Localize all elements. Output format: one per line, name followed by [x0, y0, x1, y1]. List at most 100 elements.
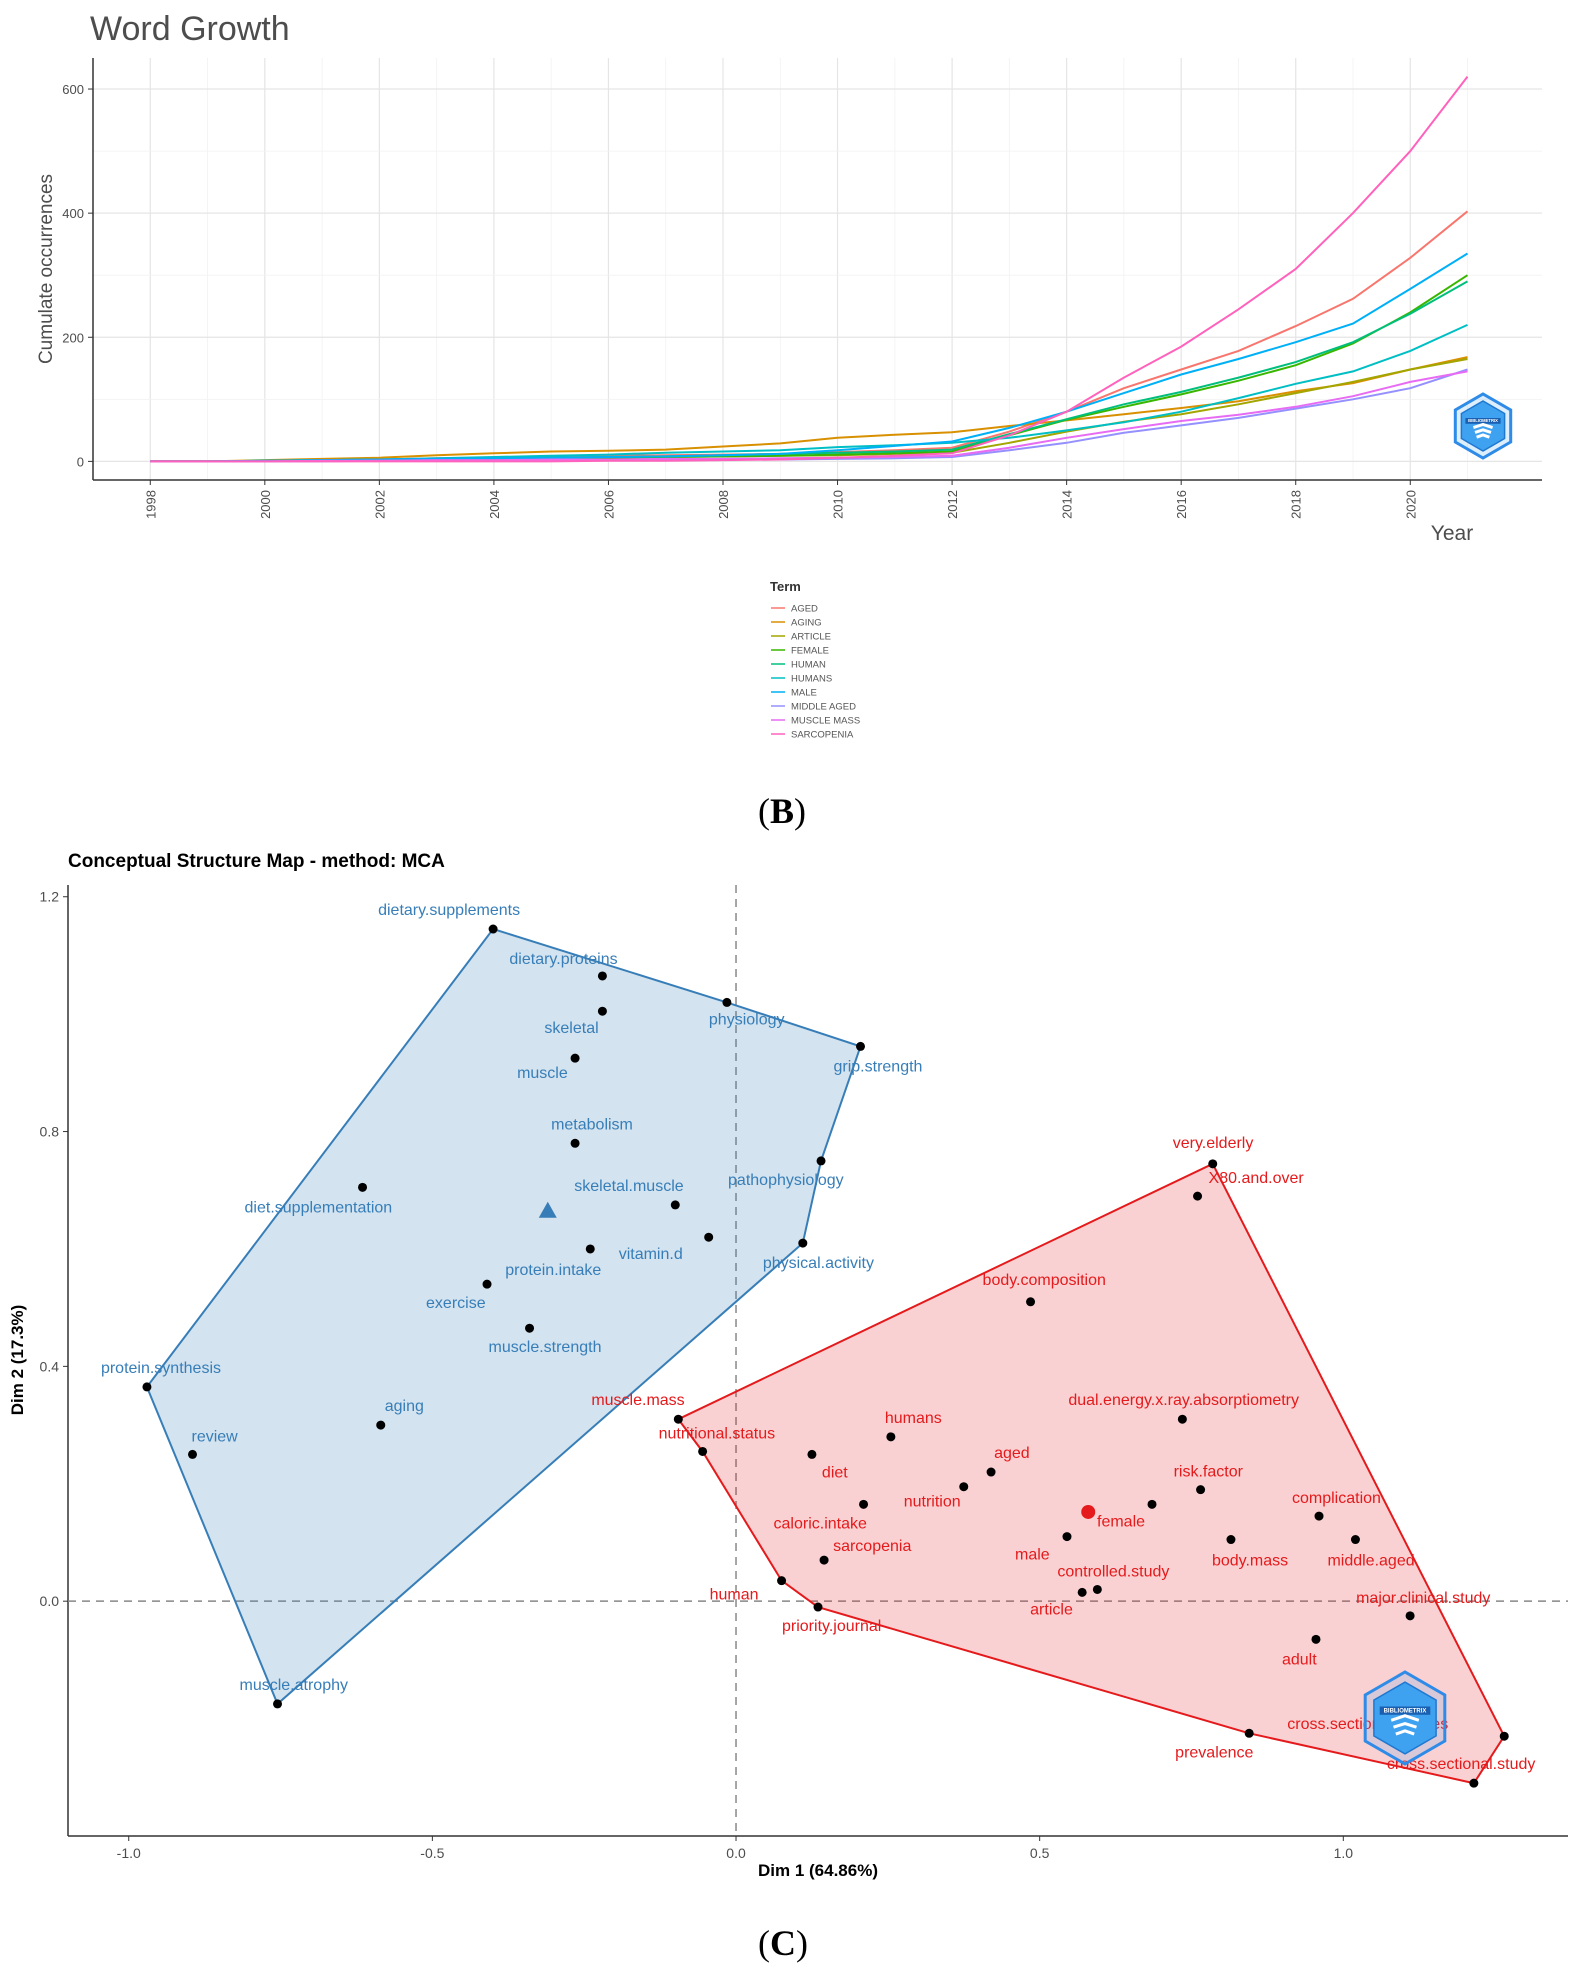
cluster-1: dietary.supplements dietary.proteins physi…	[101, 902, 923, 1709]
point-label: vitamin.d	[619, 1246, 683, 1263]
panel-label-c-letter: C	[770, 1923, 796, 1963]
x-tick-label: 2000	[258, 490, 273, 519]
point-label: dual.energy.x.ray.absorptiometry	[1068, 1392, 1299, 1409]
point-muscle-strength	[525, 1323, 535, 1333]
panel-label-c: (C)	[758, 1923, 808, 1963]
bibliometrix-logo-b-text: BIBLIOMETRIX	[1468, 418, 1498, 423]
series-line-sarcopenia	[150, 75, 1469, 463]
point-diet	[807, 1449, 817, 1459]
point-very-elderly	[1208, 1159, 1218, 1169]
point-aged	[986, 1467, 996, 1477]
x-axis-label: Year	[1431, 522, 1473, 545]
point-label: exercise	[426, 1295, 486, 1312]
legend-label: MIDDLE AGED	[791, 702, 856, 713]
point-middle-aged	[1350, 1535, 1360, 1545]
legend-label: MALE	[791, 688, 817, 699]
x-tick-label: 2010	[831, 490, 846, 519]
point-humans	[886, 1432, 896, 1442]
point-vitamin-d	[704, 1232, 714, 1242]
point-muscle-atrophy	[273, 1699, 283, 1709]
bibliometrix-logo-b-fill	[1460, 400, 1506, 452]
chart-title: Conceptual Structure Map - method: MCA	[68, 851, 445, 872]
point-label: very.elderly	[1173, 1135, 1254, 1152]
y-tick-label: 0	[77, 454, 84, 469]
point-physical-activity	[798, 1238, 808, 1248]
cluster-centroid-circle	[1081, 1504, 1096, 1519]
point-nutrition	[959, 1482, 969, 1492]
point-label: humans	[885, 1410, 942, 1427]
series-lines	[150, 75, 1469, 463]
point-dietary-supplements	[488, 924, 498, 934]
x-tick-label: -0.5	[420, 1845, 444, 1861]
x-tick-label: 2008	[716, 490, 731, 519]
point-cross-sectional-study	[1469, 1778, 1479, 1788]
point-label: pathophysiology	[728, 1172, 844, 1189]
point-pathophysiology	[816, 1156, 826, 1166]
bibliometrix-logo-b: BIBLIOMETRIX	[1453, 392, 1513, 460]
point-sarcopenia	[819, 1555, 829, 1565]
point-label: review	[191, 1428, 238, 1445]
point-grip-strength	[856, 1041, 866, 1051]
x-axis-label: Dim 1 (64.86%)	[758, 1861, 878, 1880]
point-protein-synthesis	[142, 1382, 152, 1392]
point-aging	[376, 1420, 386, 1430]
bibliometrix-logo-b-banner	[1465, 418, 1501, 424]
point-dietary-proteins	[597, 971, 607, 981]
point-muscle	[570, 1053, 580, 1063]
point-label: protein.synthesis	[101, 1360, 221, 1377]
point-label: nutrition	[904, 1494, 961, 1511]
point-label: caloric.intake	[774, 1515, 867, 1532]
point-label: adult	[1282, 1651, 1317, 1668]
point-major-clinical-study	[1405, 1611, 1415, 1621]
x-tick-label: 2012	[945, 490, 960, 519]
point-label: nutritional.status	[659, 1425, 776, 1442]
point-label: metabolism	[551, 1116, 633, 1133]
panel-label-b: (B)	[758, 791, 807, 831]
point-label: female	[1097, 1513, 1145, 1530]
point-X80-and-over	[1193, 1191, 1203, 1201]
point-protein-intake	[585, 1244, 595, 1254]
point-male	[1062, 1532, 1072, 1542]
point-label: diet	[822, 1464, 848, 1481]
point-skeletal-muscle	[670, 1200, 680, 1210]
point-label: major.clinical.study	[1356, 1590, 1490, 1607]
legend-label: AGED	[791, 604, 818, 615]
point-skeletal	[597, 1006, 607, 1016]
y-axis-label: Dim 2 (17.3%)	[8, 1305, 27, 1416]
x-tick-label: 0.5	[1030, 1845, 1050, 1861]
point-label: physical.activity	[763, 1255, 874, 1272]
legend: Term AGED AGING ARTICLE FEMALE HUMAN HUMANS MAL…	[770, 579, 860, 741]
x-tick-label: 1998	[143, 490, 158, 519]
point-label: aged	[994, 1445, 1030, 1462]
point-label: aging	[385, 1398, 424, 1415]
point-label: body.composition	[983, 1272, 1106, 1289]
point-label: muscle	[517, 1065, 568, 1082]
point-label: human	[710, 1587, 759, 1604]
x-tick-label: 2002	[372, 490, 387, 519]
y-tick-label: 0.8	[40, 1124, 60, 1140]
legend-label: MUSCLE MASS	[791, 716, 860, 727]
point-physiology	[722, 997, 732, 1007]
point-label: complication	[1292, 1490, 1381, 1507]
point-priority-journal	[813, 1602, 823, 1612]
bibliometrix-logo-c-text: BIBLIOMETRIX	[1384, 1708, 1427, 1714]
point-label: grip.strength	[834, 1058, 923, 1075]
point-label: prevalence	[1175, 1744, 1253, 1761]
word-growth-chart: Word Growth 0 200 400 600 1998 2000 2002 2004 200…	[36, 10, 1542, 741]
point-label: body.mass	[1212, 1553, 1288, 1570]
x-tick-label: 2016	[1174, 490, 1189, 519]
cluster-centroid-triangle	[538, 1201, 557, 1218]
point-human	[777, 1576, 787, 1586]
point-label: diet.supplementation	[245, 1199, 393, 1216]
legend-label: HUMANS	[791, 674, 832, 685]
point-muscle-mass	[673, 1414, 683, 1424]
point-label: article	[1030, 1601, 1073, 1618]
point-label: physiology	[709, 1011, 785, 1028]
point-complication	[1314, 1511, 1324, 1521]
point-article	[1077, 1587, 1087, 1597]
y-tick-label: 600	[62, 82, 84, 97]
point-review	[187, 1449, 197, 1459]
series-line-male	[150, 252, 1469, 463]
legend-label: FEMALE	[791, 646, 829, 657]
chart-title: Word Growth	[90, 10, 290, 48]
